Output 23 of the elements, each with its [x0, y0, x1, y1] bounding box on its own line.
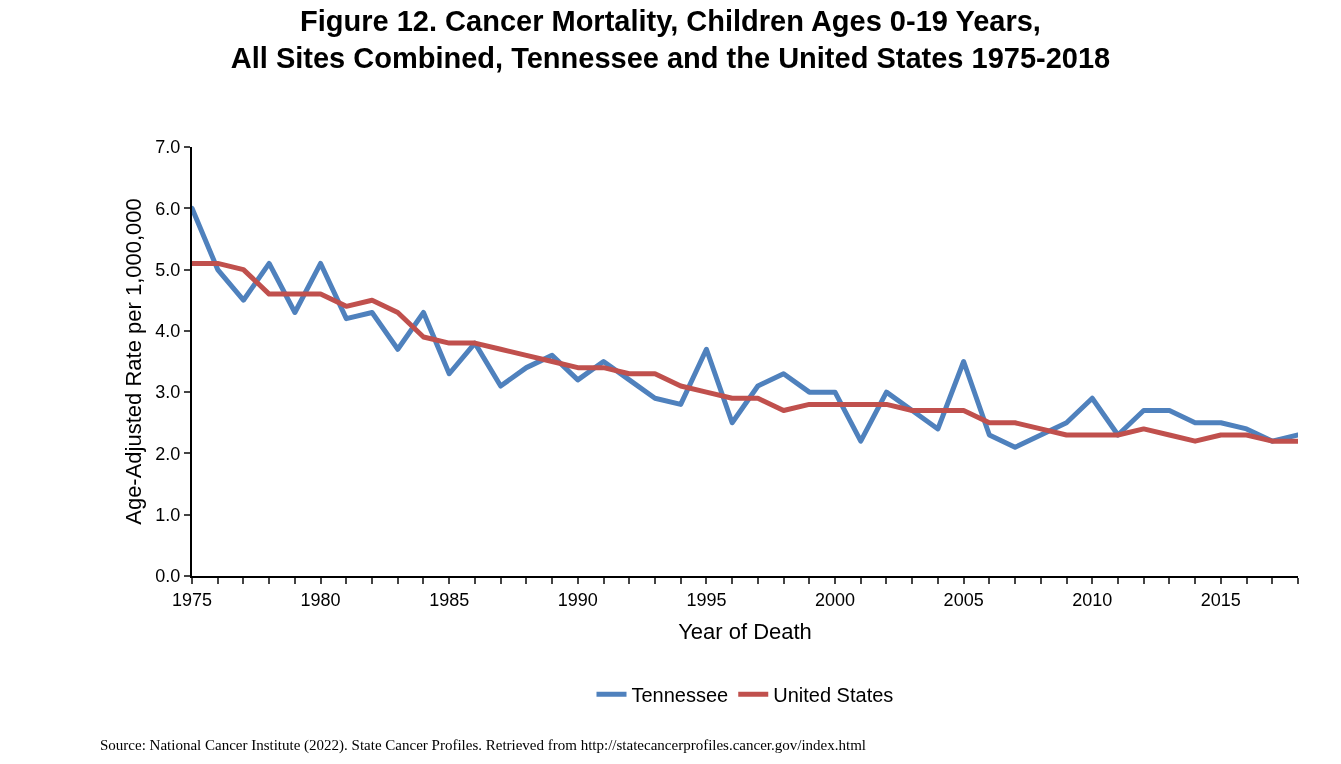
x-tick-label: 2000: [815, 589, 856, 610]
source-note: Source: National Cancer Institute (2022). State Cancer Profiles. Retrieved from http://statecancerprofiles.cancer.gov/index.html: [100, 737, 867, 754]
x-tick-label: 1975: [171, 589, 213, 610]
y-tick-label: 1.0: [155, 505, 181, 526]
chart-title: Figure 12. Cancer Mortality, Children Ages 0-19 Years, All Sites Combined, Tennessee and the United States 1975-2018: [230, 4, 1111, 75]
x-tick-label: 1985: [429, 589, 470, 610]
x-tick-label: 2005: [943, 589, 984, 610]
y-tick-label: 4.0: [155, 321, 181, 342]
x-tick-label: 1990: [557, 589, 598, 610]
x-tick-label: 2010: [1072, 589, 1113, 610]
x-tick-label: 1980: [300, 589, 341, 610]
y-tick-label: 6.0: [155, 198, 181, 219]
x-tick-label: 2015: [1200, 589, 1241, 610]
y-tick-label: 0.0: [155, 566, 181, 587]
y-tick-label: 3.0: [155, 382, 181, 403]
x-tick-label: 1995: [686, 589, 727, 610]
y-tick-label: 2.0: [155, 443, 181, 464]
legend-label: Tennessee: [631, 683, 729, 706]
y-axis-title: Age-Adjusted Rate per 1,000,000: [120, 198, 146, 525]
y-tick-label: 5.0: [155, 259, 181, 280]
y-tick-label: 7.0: [155, 137, 181, 158]
legend-label: United States: [773, 683, 894, 706]
x-axis-title: Year of Death: [678, 619, 812, 644]
